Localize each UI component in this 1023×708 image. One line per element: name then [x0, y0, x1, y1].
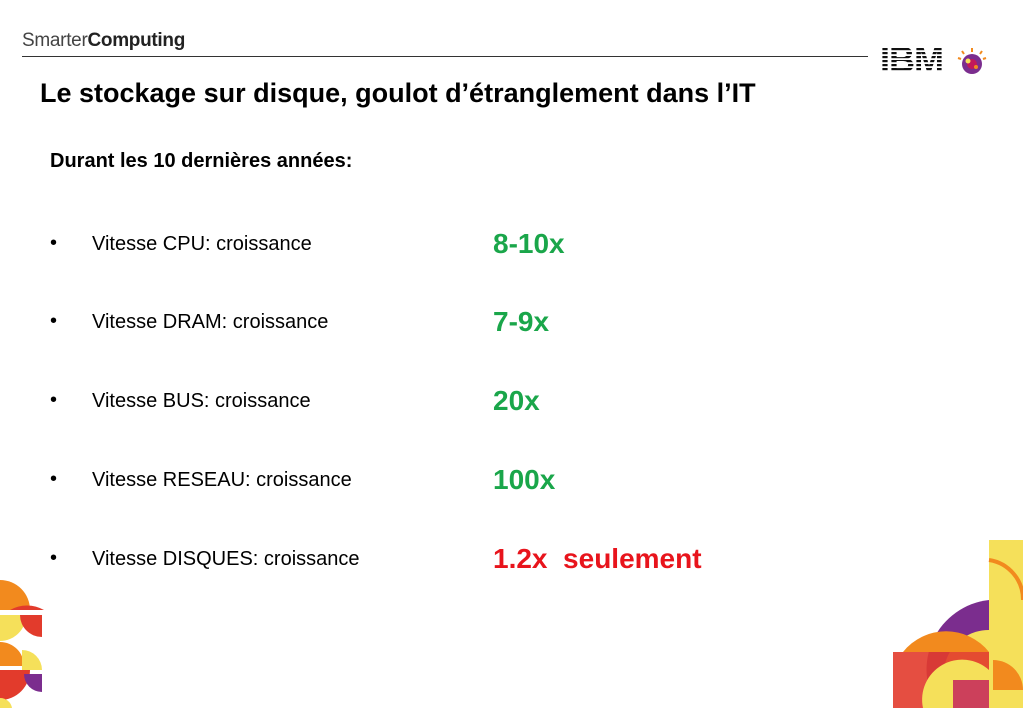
bullet-row-cpu: • Vitesse CPU: croissance 8-10x — [50, 228, 810, 268]
bullet-label: Vitesse RESEAU: croissance — [92, 469, 352, 491]
bullet-mark: • — [50, 468, 58, 490]
bullet-mark: • — [50, 389, 58, 411]
growth-value: 100x — [493, 464, 556, 495]
bullet-label: Vitesse BUS: croissance — [92, 390, 311, 412]
brand-bold-text: Computing — [87, 30, 186, 51]
bullet-row-bus: • Vitesse BUS: croissance 20x — [50, 385, 810, 425]
bullet-row-disques: • Vitesse DISQUES: croissance 1.2x seule… — [50, 543, 810, 583]
decorative-pattern-left — [0, 580, 44, 708]
brand-light-text: Smarter — [22, 30, 88, 51]
ibm-logo: IBM — [880, 40, 987, 80]
bullet-label: Vitesse DRAM: croissance — [92, 311, 329, 333]
header-divider — [22, 56, 868, 57]
slide-subtitle: Durant les 10 dernières années: — [50, 150, 353, 172]
bullet-row-dram: • Vitesse DRAM: croissance 7-9x — [50, 306, 810, 346]
growth-value: 1.2x seulement — [493, 543, 702, 574]
growth-value: 7-9x — [493, 306, 550, 337]
bullet-mark: • — [50, 232, 58, 254]
bullet-mark: • — [50, 310, 58, 332]
growth-value: 8-10x — [493, 228, 565, 259]
bullet-mark: • — [50, 547, 58, 569]
smarter-computing-logo: SmarterComputing — [22, 30, 185, 52]
growth-value: 20x — [493, 385, 540, 416]
slide-title: Le stockage sur disque, goulot d’étrangl… — [40, 78, 756, 108]
bullet-label: Vitesse CPU: croissance — [92, 233, 312, 255]
bullet-label: Vitesse DISQUES: croissance — [92, 548, 360, 570]
decorative-pattern-right — [893, 540, 1023, 708]
ibm-logo-text: IBM — [880, 40, 943, 80]
bullet-row-reseau: • Vitesse RESEAU: croissance 100x — [50, 464, 810, 504]
smarter-planet-icon — [957, 48, 987, 74]
